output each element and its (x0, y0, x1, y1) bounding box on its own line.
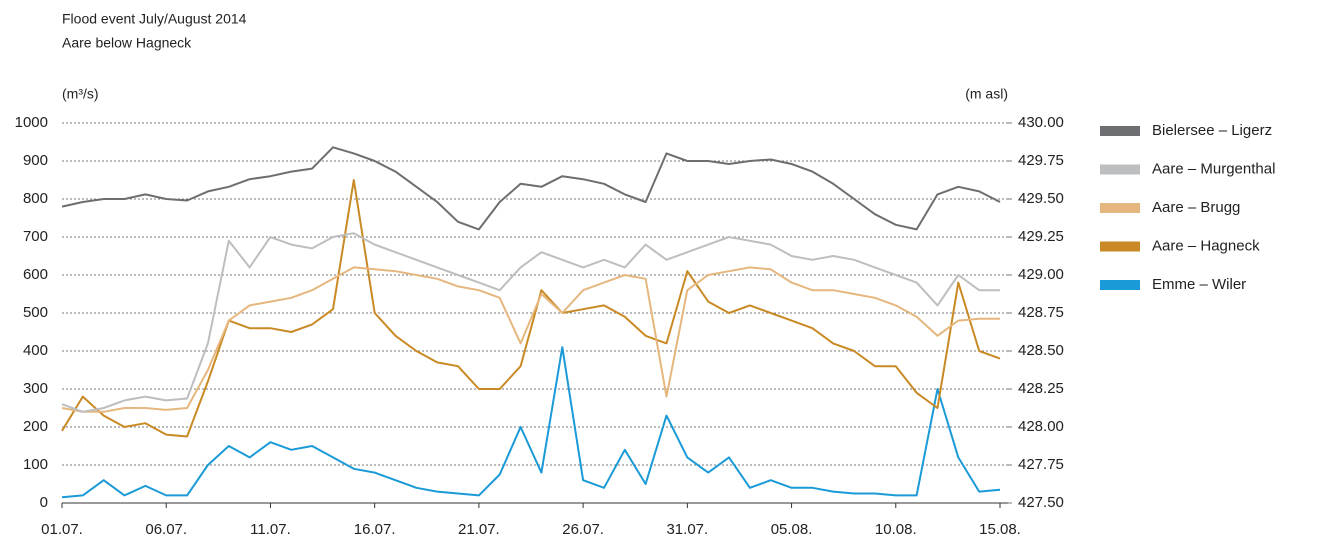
legend-swatch (1100, 164, 1140, 175)
y2-tick-label: 427.50 (1018, 494, 1064, 511)
y2-tick-label: 428.50 (1018, 342, 1064, 359)
series-line (61, 179, 1001, 438)
legend-swatch (1100, 126, 1140, 136)
y2-tick-label: 427.75 (1018, 456, 1064, 473)
y2-axis-label: (m asl) (965, 86, 1008, 102)
legend-label: Bielersee – Ligerz (1152, 122, 1272, 139)
y2-tick-label: 430.00 (1018, 114, 1064, 131)
x-tick-label: 31.07. (666, 521, 708, 538)
y-axis-label: (m³/s) (62, 86, 99, 102)
chart-subtitle: Aare below Hagneck (62, 35, 192, 51)
y-tick-label: 0 (40, 494, 48, 511)
y-tick-label: 700 (23, 228, 48, 245)
y2-tick-label: 428.25 (1018, 380, 1064, 397)
legend-swatch (1100, 241, 1140, 252)
legend-label: Aare – Brugg (1152, 199, 1240, 216)
y-tick-label: 800 (23, 190, 48, 207)
y-tick-label: 300 (23, 380, 48, 397)
chart-title: Flood event July/August 2014 (62, 11, 247, 27)
x-tick-label: 06.07. (145, 521, 187, 538)
y2-tick-label: 429.50 (1018, 190, 1064, 207)
series-line (61, 346, 1001, 499)
legend-label: Emme – Wiler (1152, 276, 1246, 293)
legend-swatch (1100, 203, 1140, 213)
y-tick-label: 600 (23, 266, 48, 283)
x-tick-label: 15.08. (979, 521, 1021, 538)
x-tick-label: 21.07. (458, 521, 500, 538)
series-line (61, 232, 1000, 413)
x-tick-label: 05.08. (771, 521, 813, 538)
legend-label: Aare – Murgenthal (1152, 160, 1275, 177)
x-tick-label: 11.07. (250, 521, 291, 538)
legend-swatch (1100, 280, 1140, 290)
x-tick-label: 10.08. (875, 521, 917, 538)
y-tick-label: 400 (23, 342, 48, 359)
y-tick-label: 200 (23, 418, 48, 435)
y2-tick-label: 428.00 (1018, 418, 1064, 435)
x-tick-label: 01.07. (41, 521, 83, 538)
y2-tick-label: 428.75 (1018, 304, 1064, 321)
x-tick-label: 16.07. (354, 521, 396, 538)
x-tick-label: 26.07. (562, 521, 604, 538)
y-tick-label: 500 (23, 304, 48, 321)
legend-label: Aare – Hagneck (1152, 237, 1260, 254)
series-line (61, 146, 1001, 231)
y-tick-label: 900 (23, 152, 48, 169)
y-tick-label: 100 (23, 456, 48, 473)
series-line (61, 266, 1000, 413)
y2-tick-label: 429.25 (1018, 228, 1064, 245)
y2-tick-label: 429.75 (1018, 152, 1064, 169)
y-tick-label: 1000 (15, 114, 48, 131)
y2-tick-label: 429.00 (1018, 266, 1064, 283)
